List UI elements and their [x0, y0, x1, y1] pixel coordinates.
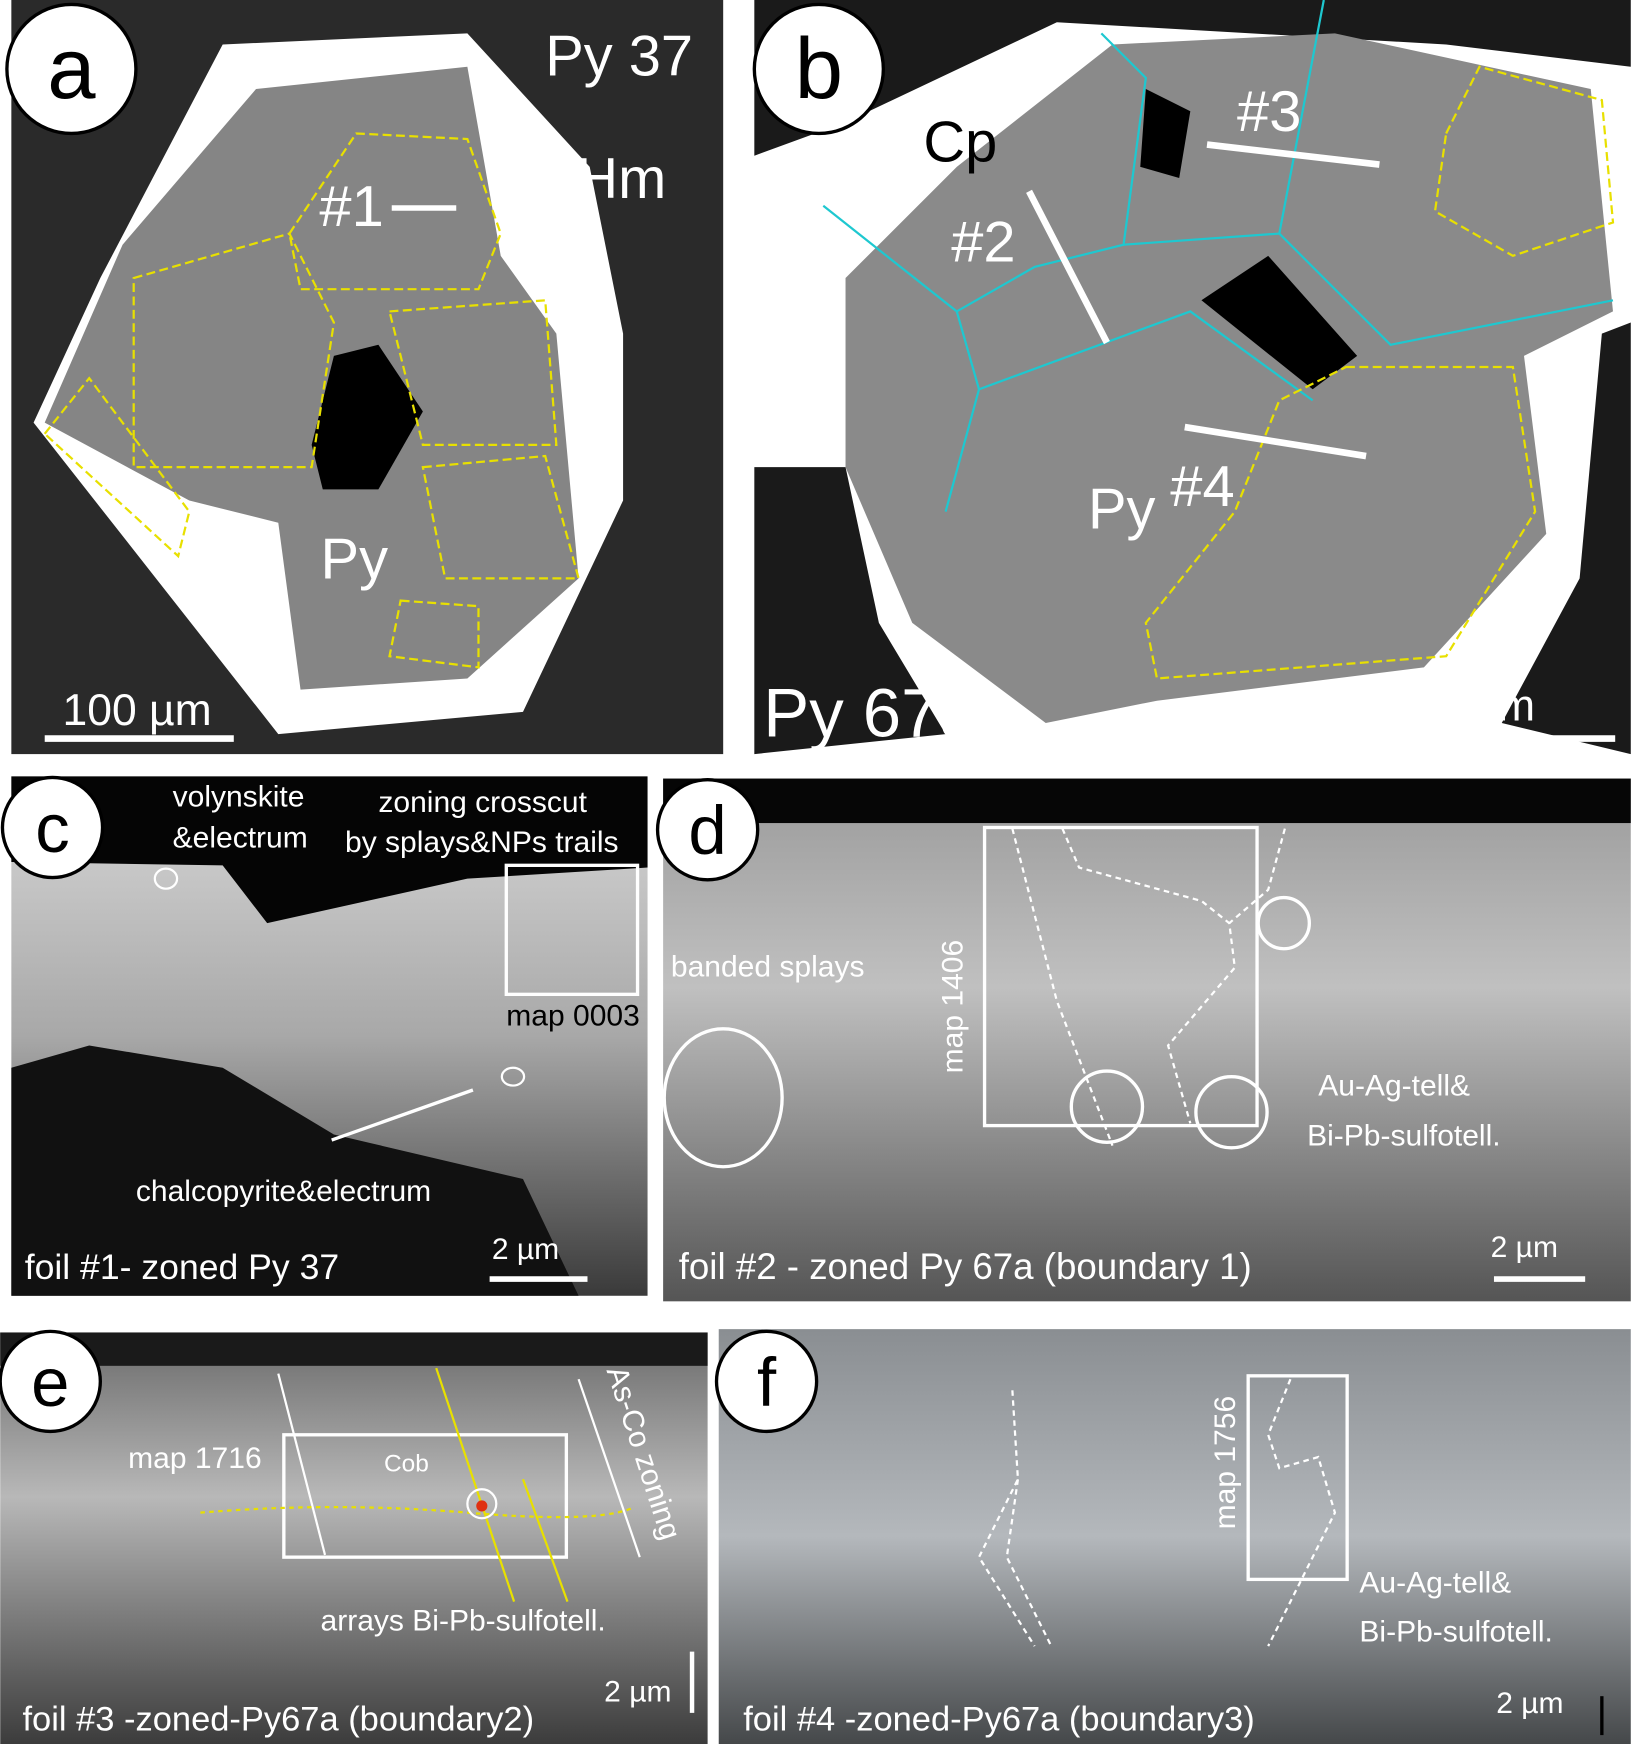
panel-a: a Py 37 Hm Cp Py #1 100 µm	[7, 0, 723, 754]
figure: a Py 37 Hm Cp Py #1 100 µm b Py 67a Cp P…	[0, 0, 1631, 1744]
annotation: banded splays	[671, 951, 865, 984]
spot-label: #1	[319, 175, 383, 239]
scale-label: 2 µm	[1496, 1687, 1563, 1720]
mineral-label: Hm	[576, 147, 666, 211]
spot-label: #4	[1170, 455, 1234, 519]
background	[0, 1332, 707, 1744]
cobaltite-grain	[476, 1500, 487, 1511]
mineral-label: Cp	[200, 522, 274, 586]
background	[719, 1329, 1631, 1744]
caption: foil #2 - zoned Py 67a (boundary 1)	[679, 1246, 1252, 1287]
caption: foil #1- zoned Py 37	[25, 1247, 339, 1287]
mineral-label: Py	[1088, 477, 1156, 541]
spot-label: #2	[951, 210, 1015, 274]
panel-b: b Py 67a Cp Py #2 #3 #4 40 µm	[754, 0, 1630, 754]
sample-label: Py 67a	[763, 674, 978, 751]
panel-letter: c	[35, 790, 69, 867]
panel-letter: f	[757, 1344, 777, 1421]
mineral-label: Py	[321, 527, 389, 591]
scale-label: 2 µm	[492, 1233, 559, 1266]
annotation: arrays Bi-Pb-sulfotell.	[321, 1605, 606, 1638]
page: {"panels":{ "a":{"letter":"a","sample":"…	[0, 0, 1631, 1744]
annotation: volynskite	[173, 780, 305, 813]
caption: foil #4 -zoned-Py67a (boundary3)	[743, 1701, 1255, 1739]
scale-label: 2 µm	[604, 1676, 671, 1709]
annotation: Au-Ag-tell&	[1359, 1567, 1511, 1600]
protective-layer	[663, 779, 1631, 823]
caption: foil #3 -zoned-Py67a (boundary2)	[22, 1701, 534, 1739]
scale-label: 100 µm	[63, 686, 212, 735]
protective-layer	[0, 1332, 707, 1365]
annotation: Bi-Pb-sulfotell.	[1359, 1616, 1553, 1649]
sample-label: Py 37	[545, 25, 693, 89]
mineral-label: Cp	[923, 110, 997, 174]
panel-f: f map 1756 Au-Ag-tell& Bi-Pb-sulfotell. …	[717, 1329, 1631, 1744]
scale-label: 40 µm	[1411, 682, 1535, 731]
annotation: Cob	[384, 1451, 429, 1478]
panel-e: e map 1716 Cob As-Co zoning arrays Bi-Pb…	[0, 1331, 707, 1744]
panel-letter: e	[31, 1344, 69, 1421]
annotation: map 1756	[1209, 1396, 1242, 1530]
annotation: Bi-Pb-sulfotell.	[1307, 1120, 1501, 1153]
annotation: Au-Ag-tell&	[1318, 1070, 1470, 1103]
annotation: &electrum	[173, 822, 308, 855]
panel-letter: d	[688, 792, 726, 869]
annotation: chalcopyrite&electrum	[136, 1175, 431, 1208]
panel-letter: a	[47, 20, 96, 117]
annotation: zoning crosscut	[378, 786, 587, 819]
panel-d: d banded splays map 1406 Au-Ag-tell& Bi-…	[658, 779, 1631, 1302]
scale-label: 2 µm	[1491, 1231, 1558, 1264]
annotation: map 0003	[506, 999, 640, 1032]
annotation: by splays&NPs trails	[345, 826, 619, 859]
annotation: map 1716	[128, 1442, 262, 1475]
spot-label: #3	[1237, 80, 1301, 144]
annotation: map 1406	[936, 940, 969, 1074]
panel-c: c volynskite &electrum zoning crosscut b…	[2, 776, 647, 1295]
panel-letter: b	[795, 20, 843, 117]
background	[663, 779, 1631, 1302]
